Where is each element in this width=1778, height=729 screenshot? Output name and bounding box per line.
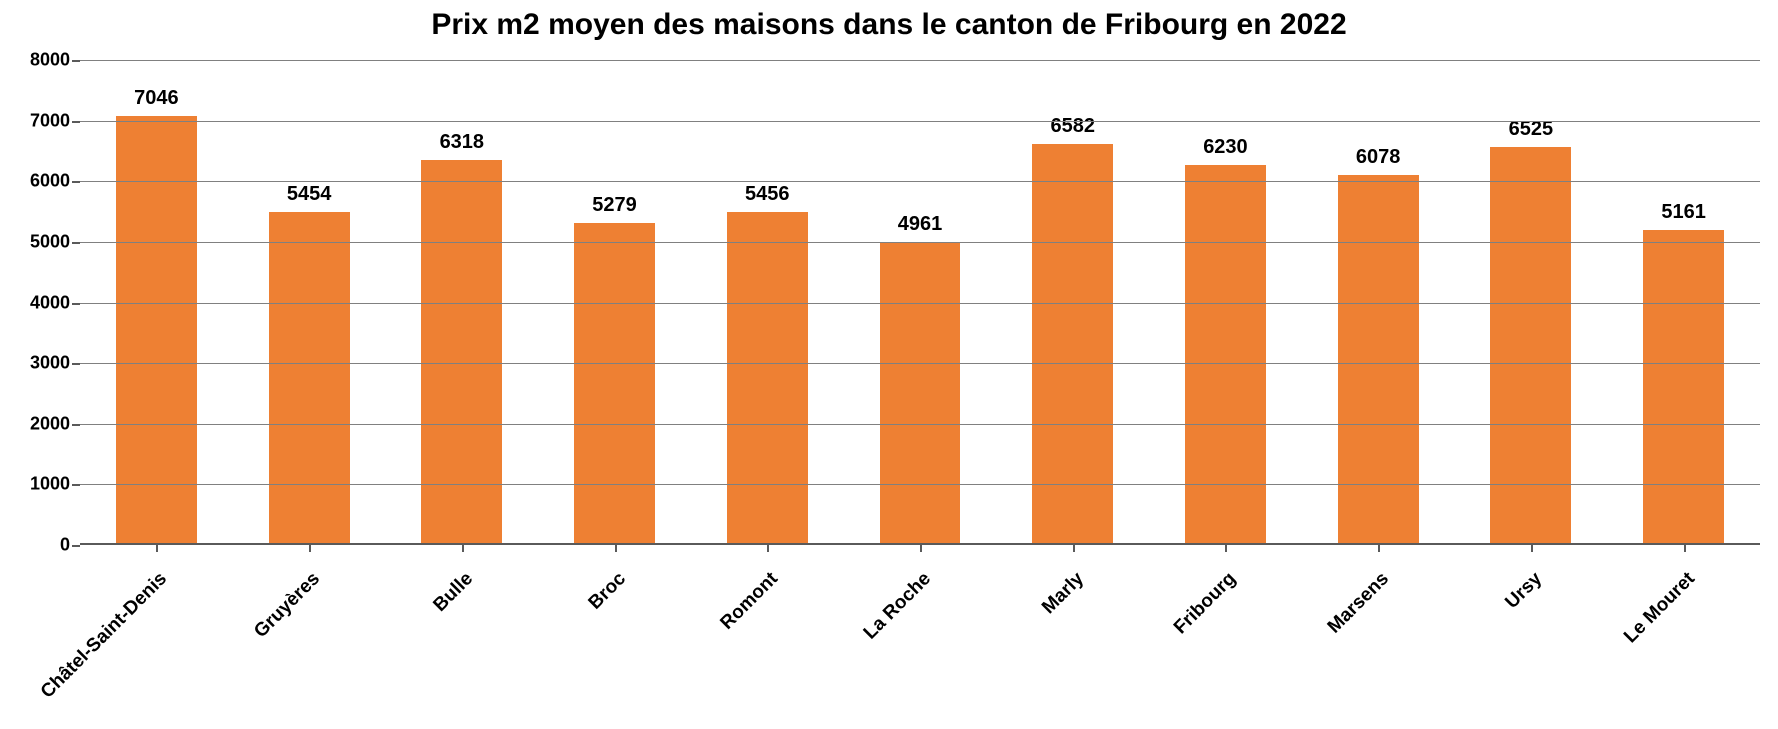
y-tick-mark (72, 121, 80, 123)
y-tick-label: 7000 (10, 110, 70, 131)
x-tick-mark (767, 544, 769, 552)
y-tick-label: 8000 (10, 50, 70, 71)
bar (421, 160, 502, 543)
bar (574, 223, 655, 543)
y-tick-label: 6000 (10, 171, 70, 192)
bar-group: 6318 (385, 58, 538, 543)
bar-value-label: 6318 (385, 131, 538, 154)
x-tick-mark (1684, 544, 1686, 552)
bar-group: 4961 (844, 58, 997, 543)
y-tick-mark (72, 363, 80, 365)
x-category-label: Romont (626, 568, 783, 725)
bar-value-label: 6525 (1455, 118, 1608, 141)
grid-line (80, 60, 1760, 61)
bar-group: 6525 (1455, 58, 1608, 543)
x-category-label: Le Mouret (1542, 568, 1699, 725)
y-tick-label: 3000 (10, 353, 70, 374)
grid-line (80, 484, 1760, 485)
bar-group: 6582 (996, 58, 1149, 543)
x-tick-mark (462, 544, 464, 552)
x-tick-mark (1225, 544, 1227, 552)
grid-line (80, 121, 1760, 122)
x-tick-mark (309, 544, 311, 552)
y-tick-label: 0 (10, 535, 70, 556)
bars-container: 7046 5454 6318 527954564961 6582623060786525… (80, 60, 1760, 543)
bar-group: 5161 (1607, 58, 1760, 543)
y-tick-label: 5000 (10, 231, 70, 252)
x-tick-mark (156, 544, 158, 552)
bar-value-label: 4961 (844, 213, 997, 236)
y-tick-mark (72, 60, 80, 62)
bar-group: 7046 (80, 58, 233, 543)
x-category-label: Broc (473, 568, 630, 725)
bar (727, 212, 808, 543)
bar-value-label: 5279 (538, 194, 691, 217)
bar (880, 242, 961, 543)
bar-value-label: 5454 (233, 183, 386, 206)
bar-group: 5279 (538, 58, 691, 543)
x-tick-mark (1073, 544, 1075, 552)
bar-value-label: 5456 (691, 183, 844, 206)
plot-area: 7046 5454 6318 527954564961 6582623060786525… (80, 60, 1760, 545)
x-category-label: Châtel-Saint-Denis (15, 568, 172, 725)
bar-chart: Prix m2 moyen des maisons dans le canton… (0, 0, 1778, 729)
bar-value-label: 6230 (1149, 136, 1302, 159)
y-tick-mark (72, 303, 80, 305)
y-tick-mark (72, 181, 80, 183)
bar (269, 212, 350, 543)
y-tick-label: 1000 (10, 474, 70, 495)
x-category-label: Fribourg (1084, 568, 1241, 725)
x-category-label: Gruyères (168, 568, 325, 725)
grid-line (80, 242, 1760, 243)
bar-group: 6230 (1149, 58, 1302, 543)
bar (1643, 230, 1724, 543)
x-category-label: Marsens (1237, 568, 1394, 725)
y-tick-mark (72, 545, 80, 547)
x-tick-mark (1378, 544, 1380, 552)
x-category-label: La Roche (779, 568, 936, 725)
grid-line (80, 181, 1760, 182)
bar-group: 5454 (233, 58, 386, 543)
x-tick-mark (920, 544, 922, 552)
bar-value-label: 5161 (1607, 201, 1760, 224)
bar (1032, 144, 1113, 543)
y-tick-label: 2000 (10, 413, 70, 434)
bar-value-label: 7046 (80, 87, 233, 110)
bar (116, 116, 197, 543)
x-category-label: Marly (932, 568, 1089, 725)
grid-line (80, 424, 1760, 425)
x-tick-mark (615, 544, 617, 552)
bar (1338, 175, 1419, 543)
x-category-label: Bulle (321, 568, 478, 725)
bar-value-label: 6078 (1302, 146, 1455, 169)
bar-group: 5456 (691, 58, 844, 543)
x-tick-mark (1531, 544, 1533, 552)
y-tick-mark (72, 424, 80, 426)
chart-title: Prix m2 moyen des maisons dans le canton… (0, 8, 1778, 42)
grid-line (80, 303, 1760, 304)
grid-line (80, 363, 1760, 364)
x-category-label: Ursy (1390, 568, 1547, 725)
bar (1185, 165, 1266, 543)
y-tick-label: 4000 (10, 292, 70, 313)
y-tick-mark (72, 242, 80, 244)
y-tick-mark (72, 484, 80, 486)
bar-value-label: 6582 (996, 115, 1149, 138)
bar-group: 6078 (1302, 58, 1455, 543)
